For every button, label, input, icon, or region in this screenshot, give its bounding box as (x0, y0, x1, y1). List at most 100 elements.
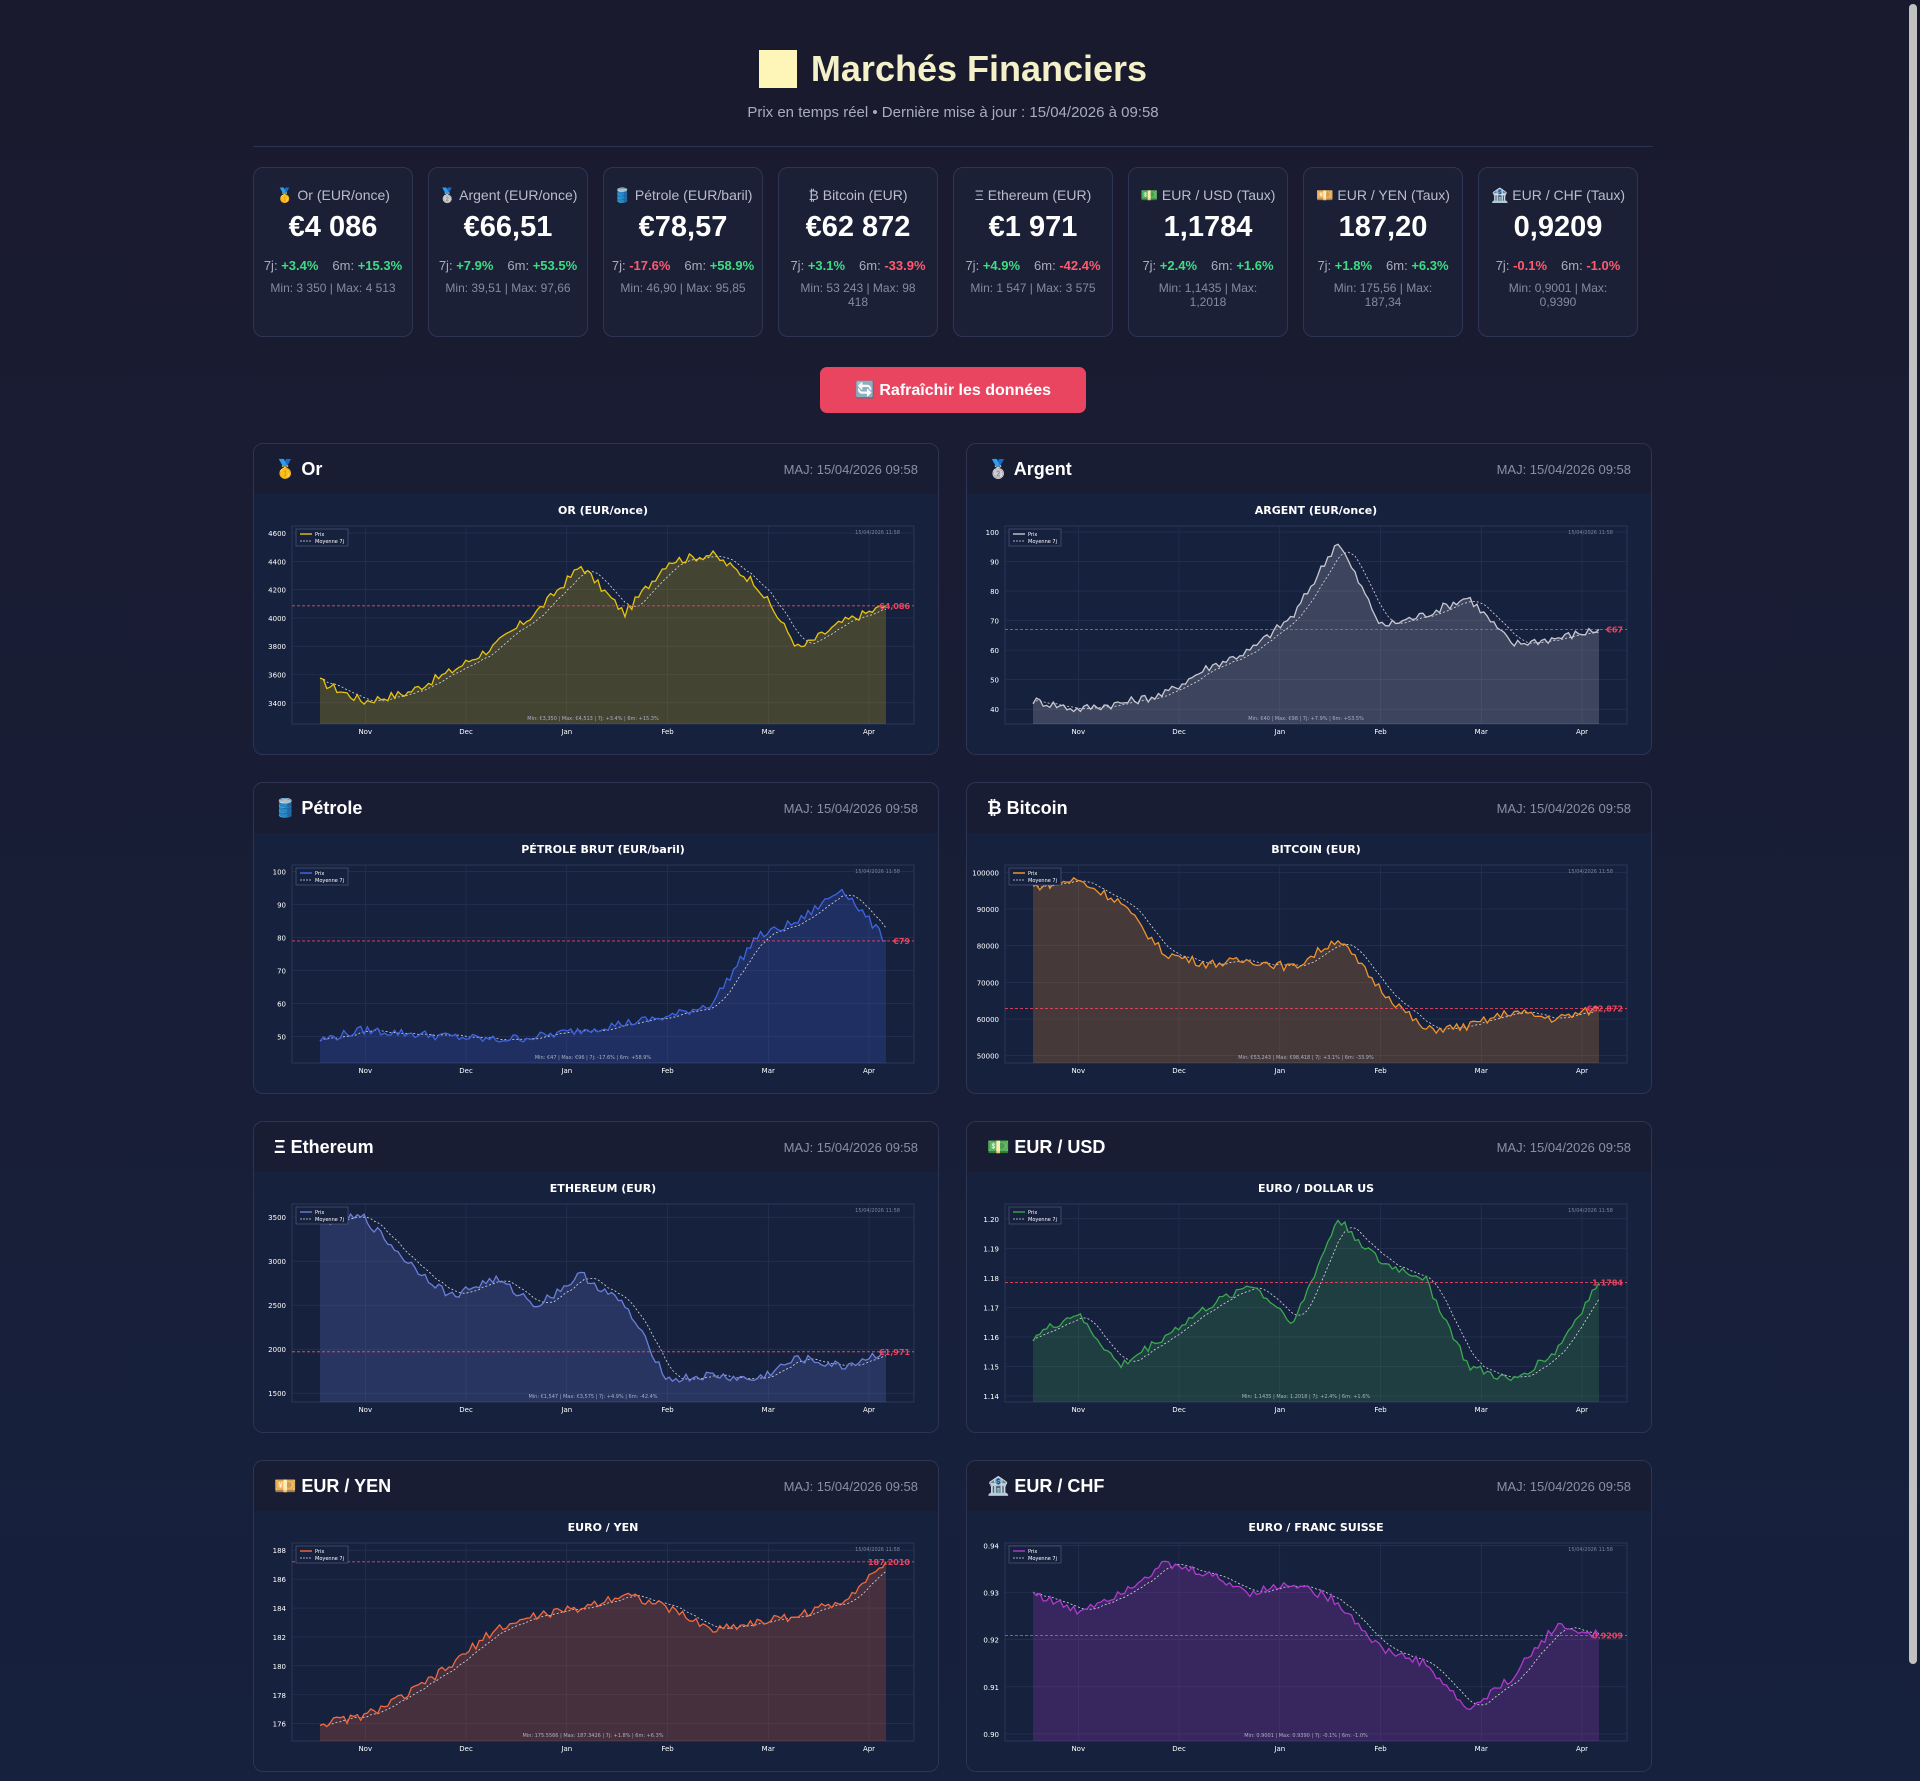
tile-6m-change: -1.0% (1586, 258, 1621, 273)
chart-legend (295, 1206, 349, 1225)
y-tick-label: 4000 (268, 615, 286, 623)
chart-legend (1008, 1545, 1062, 1564)
x-tick-label: Nov (358, 728, 372, 736)
tile-week-change: +2.4% (1159, 258, 1198, 273)
card-title: 🏦 EUR / CHF (987, 1475, 1105, 1496)
card-updated: MAJ: 15/04/2026 09:58 (783, 800, 918, 816)
area-fill (1033, 1561, 1599, 1741)
x-tick-label: Dec (459, 1067, 473, 1075)
line-chart-bitcoin: BITCOIN (EUR) 50000 60000 70000 80000 90000 10… (972, 843, 1628, 1075)
tile-6m-label: 6m: (859, 258, 881, 273)
tile-price: €62 872 (805, 211, 911, 243)
page-scrollbar[interactable] (1906, 0, 1918, 1781)
y-tick-label: 60 (277, 1001, 286, 1009)
x-tick-label: Dec (459, 1406, 473, 1414)
chart-icon (758, 50, 797, 88)
tile-label: EUR / YEN (Taux) (1337, 187, 1450, 203)
x-tick-label: Mar (1475, 1067, 1488, 1075)
chart-footer-stats: Min: €3,350 | Max: €4,513 | 7j: +3.4% | … (527, 716, 659, 722)
x-tick-label: Mar (762, 728, 775, 736)
tile-6m-label: 6m: (1211, 258, 1233, 273)
tile-week-label: 7j: (611, 258, 626, 273)
price-line (1032, 876, 1600, 1035)
card-updated: MAJ: 15/04/2026 09:58 (1496, 461, 1631, 477)
legend-average-label: Moyenne 7j (315, 878, 344, 884)
x-tick-label: Jan (560, 1406, 572, 1414)
y-tick-label: 0.93 (983, 1590, 999, 1598)
chart-footer-stats: Min: €47 | Max: €96 | 7j: -17.6% | 6m: +… (535, 1055, 652, 1061)
x-tick-label: Mar (1475, 1406, 1488, 1414)
current-price-label: €1,971 (878, 1348, 910, 1357)
y-tick-label: 50 (277, 1034, 286, 1042)
moving-average-line (1032, 551, 1600, 710)
x-tick-label: Nov (358, 1745, 372, 1753)
card-title: 🥈 Argent (987, 458, 1072, 479)
x-tick-label: Feb (1374, 728, 1387, 736)
x-tick-label: Feb (661, 1406, 674, 1414)
x-tick-label: Apr (1576, 728, 1588, 736)
x-tick-label: Nov (358, 1067, 372, 1075)
area-fill (1033, 544, 1599, 724)
legend-price-label: Prix (1028, 532, 1037, 538)
y-tick-label: 100000 (972, 869, 999, 877)
chart-timestamp: 15/04/2026 11:58 (855, 530, 900, 536)
x-tick-label: Dec (1172, 1406, 1186, 1414)
x-tick-label: Jan (560, 728, 572, 736)
chart-title: PÉTROLE BRUT (EUR/baril) (521, 843, 685, 856)
line-chart-ethereum: ETHEREUM (EUR) 1500 2000 2500 3000 3500 Nov Dec… (268, 1182, 915, 1414)
x-tick-label: Nov (1071, 1067, 1085, 1075)
price-tiles: 🥇 Or (EUR/once) €4 086 7j: +3.4% 6m: +15.3%… (253, 167, 1653, 337)
y-tick-label: 2500 (268, 1302, 286, 1310)
y-tick-label: 50000 (977, 1053, 999, 1061)
chart-footer-stats: Min: 1.1435 | Max: 1.2018 | 7j: +2.4% | … (1242, 1394, 1371, 1400)
line-chart-oil: PÉTROLE BRUT (EUR/baril) 50 60 70 80 90 100 Nov… (273, 843, 915, 1075)
chart-title: EURO / FRANC SUISSE (1248, 1521, 1383, 1534)
tile-week-label: 7j: (1495, 258, 1510, 273)
y-tick-label: 70 (277, 968, 286, 976)
tile-range: Min: 1,1435 | Max: 1,2018 (1158, 281, 1258, 309)
tile-label: Pétrole (EUR/baril) (634, 187, 753, 203)
y-tick-label: 0.92 (983, 1637, 999, 1645)
chart-legend (1008, 867, 1062, 886)
tile-label: Argent (EUR/once) (459, 187, 578, 203)
y-tick-label: 50 (990, 677, 999, 685)
y-tick-label: 60000 (977, 1016, 999, 1024)
y-tick-label: 188 (273, 1547, 286, 1555)
tile-6m-label: 6m: (684, 258, 707, 273)
price-line (1032, 1219, 1600, 1382)
chart-card-eur-usd: 💵 EUR / USD MAJ: 15/04/2026 09:58 EURO / D… (966, 1121, 1652, 1433)
price-tile-eur-chf: 🏦 EUR / CHF (Taux) 0,9209 7j: -0.1% 6m: -1.… (1478, 167, 1638, 337)
x-tick-label: Nov (1071, 1745, 1085, 1753)
card-updated: MAJ: 15/04/2026 09:58 (1496, 800, 1631, 816)
tile-price: €66,51 (463, 211, 553, 243)
y-tick-label: 3000 (268, 1258, 286, 1266)
tile-range: Min: 3 350 | Max: 4 513 (270, 281, 396, 295)
tile-6m-change: -33.9% (884, 258, 926, 273)
ethereum-icon: Ξ (974, 187, 984, 203)
y-tick-label: 1.16 (983, 1334, 999, 1342)
moving-average-line (319, 556, 887, 702)
chart-timestamp: 15/04/2026 11:58 (1568, 1547, 1613, 1553)
y-tick-label: 80 (277, 935, 286, 943)
chart-legend (295, 1545, 349, 1564)
y-tick-label: 90000 (977, 906, 999, 914)
x-tick-label: Dec (459, 728, 473, 736)
line-chart-eur-yen: EURO / YEN 176 178 180 182 184 186 188 Nov Dec Jan… (273, 1521, 915, 1753)
chart-legend (1008, 528, 1062, 547)
card-title: 🛢️ Pétrole (274, 797, 363, 818)
y-tick-label: 3500 (268, 1214, 286, 1222)
y-tick-label: 3600 (268, 672, 286, 680)
eur-yen-icon: 💴 (1316, 187, 1334, 203)
refresh-button[interactable]: 🔄 Rafraîchir les données (820, 367, 1086, 413)
scrollbar-thumb[interactable] (1909, 4, 1917, 1664)
dashboard: Marchés Financiers Prix en temps réel • … (253, 0, 1653, 1772)
chart-card-bitcoin: ₿ Bitcoin MAJ: 15/04/2026 09:58 BITCOIN (E… (966, 782, 1652, 1094)
legend-price-label: Prix (315, 1549, 324, 1555)
page-header: Marchés Financiers Prix en temps réel • … (253, 0, 1653, 147)
current-price-label: €4,086 (878, 602, 910, 611)
legend-price-label: Prix (1028, 1210, 1037, 1216)
moving-average-line (1032, 1563, 1600, 1706)
price-line (319, 1561, 887, 1728)
card-title: 🥇 Or (274, 458, 323, 479)
tile-week-label: 7j: (1317, 258, 1332, 273)
